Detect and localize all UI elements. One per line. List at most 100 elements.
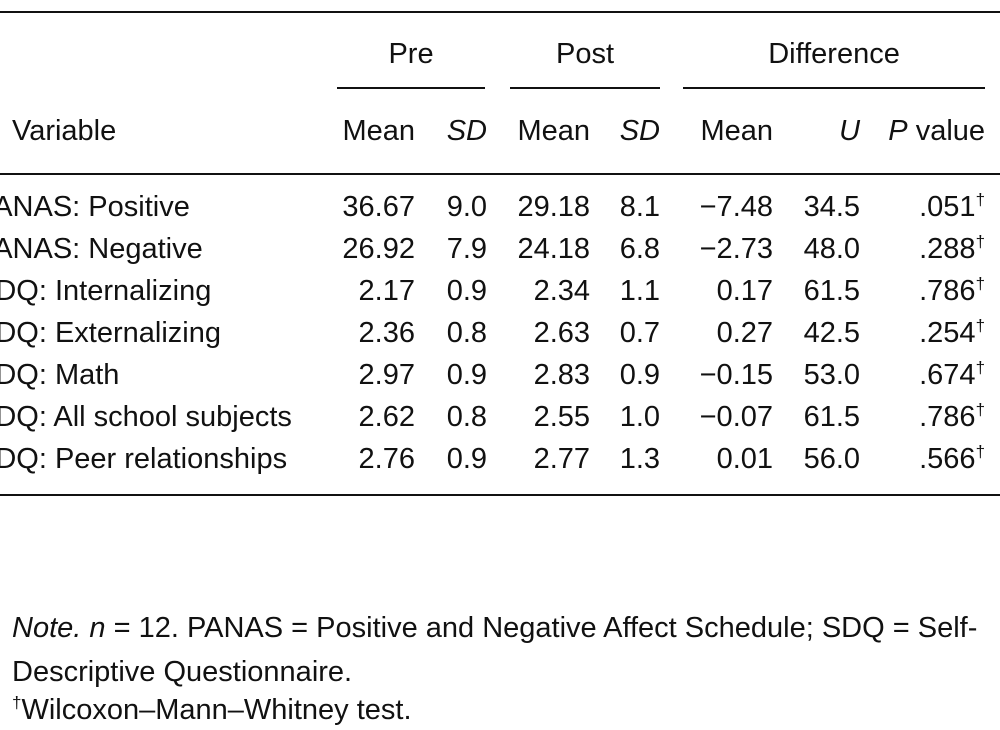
row-label: SDQ: Math (0, 359, 120, 391)
cell: 0.9 (446, 443, 488, 475)
footnote-mark: † (12, 693, 22, 712)
column-header: Variable (0, 89, 330, 175)
cell: 2.34 (533, 275, 591, 307)
cell: 1.0 (619, 401, 661, 433)
cell: −0.07 (699, 401, 774, 433)
p-mark: † (975, 274, 986, 293)
cell: 2.83 (533, 359, 591, 391)
table-body: PANAS: Positive 36.67 9.0 29.18 8.1 −7.48 34.5… (0, 174, 1000, 495)
p-value: .786 (919, 401, 976, 433)
cell: 0.9 (619, 359, 661, 391)
p-value: .254 (919, 317, 976, 349)
column-header: SD (415, 89, 488, 175)
p-mark: † (975, 190, 986, 209)
cell: 42.5 (803, 317, 861, 349)
p-value-cell: .288† (860, 228, 1000, 270)
group-header-row: Pre Post Difference (0, 12, 1000, 89)
table-note: Note. n = 12. PANAS = Positive and Negat… (12, 606, 987, 694)
column-header: SD (590, 89, 661, 175)
cell: 0.9 (446, 359, 488, 391)
cell: 36.67 (342, 191, 415, 223)
cell: 53.0 (803, 359, 861, 391)
row-label: PANAS: Positive (0, 191, 190, 223)
footnote: †Wilcoxon–Mann–Whitney test. (12, 690, 412, 730)
row-label: SDQ: All school subjects (0, 401, 292, 433)
cell: 48.0 (803, 233, 861, 265)
note-text: = 12. PANAS = Positive and Negative Affe… (12, 612, 978, 688)
table: Pre Post Difference Variable Mean SD Mean S… (0, 11, 1000, 496)
p-value-cell: .786† (860, 396, 1000, 438)
table-row: SDQ: All school subjects 2.62 0.8 2.55 1.0 −0… (0, 396, 1000, 438)
cell: 2.77 (533, 443, 591, 475)
cell: 0.01 (716, 443, 774, 475)
header-text: Mean (517, 114, 591, 147)
p-mark: † (975, 316, 986, 335)
p-mark: † (975, 358, 986, 377)
p-value-cell: .786† (860, 270, 1000, 312)
table-row: SDQ: Internalizing 2.17 0.9 2.34 1.1 0.17 61.5… (0, 270, 1000, 312)
header-text: Mean (342, 114, 415, 147)
group-header: Post (510, 38, 661, 89)
table-row: SDQ: Peer relationships 2.76 0.9 2.77 1.3 0.0… (0, 438, 1000, 495)
header-text: U (839, 114, 861, 147)
cell: 0.17 (716, 275, 774, 307)
cell: 2.62 (358, 401, 415, 433)
cell: 8.1 (619, 191, 661, 223)
p-mark: † (975, 442, 986, 461)
group-header: Difference (683, 38, 986, 89)
p-mark: † (975, 232, 986, 251)
cell: 61.5 (803, 401, 861, 433)
footnote-text: Wilcoxon–Mann–Whitney test. (21, 694, 412, 726)
cell: 0.9 (446, 275, 488, 307)
p-value: .051 (919, 191, 976, 223)
p-value: .566 (919, 443, 976, 475)
note-label: Note. (12, 612, 82, 644)
header-text: SD (446, 114, 488, 147)
cell: −7.48 (699, 191, 774, 223)
cell: 2.63 (533, 317, 591, 349)
cell: 2.97 (358, 359, 415, 391)
cell: 1.1 (619, 275, 661, 307)
table-row: SDQ: Externalizing 2.36 0.8 2.63 0.7 0.27 42.5… (0, 312, 1000, 354)
p-value-cell: .674† (860, 354, 1000, 396)
cell: 7.9 (446, 233, 488, 265)
cell: 0.27 (716, 317, 774, 349)
cell: 24.18 (517, 233, 591, 265)
p-value: .674 (919, 359, 976, 391)
p-value-cell: .254† (860, 312, 1000, 354)
row-label: SDQ: Internalizing (0, 275, 212, 307)
row-label: PANAS: Negative (0, 233, 203, 265)
cell: 9.0 (446, 191, 488, 223)
row-label: SDQ: Peer relationships (0, 443, 288, 475)
row-label: SDQ: Externalizing (0, 317, 221, 349)
cell: 2.17 (358, 275, 415, 307)
note-n: n (89, 612, 106, 644)
column-header: Mean (487, 89, 591, 175)
cell: 2.36 (358, 317, 415, 349)
header-text: SD (619, 114, 661, 147)
cell: 2.55 (533, 401, 591, 433)
cell: 56.0 (803, 443, 861, 475)
cell: 1.3 (619, 443, 661, 475)
header-text: P (888, 114, 908, 147)
cell: 26.92 (342, 233, 415, 265)
p-value: .288 (919, 233, 976, 265)
cell: 61.5 (803, 275, 861, 307)
table-row: PANAS: Positive 36.67 9.0 29.18 8.1 −7.48 34.5… (0, 174, 1000, 228)
p-value: .786 (919, 275, 976, 307)
column-header: Mean (330, 89, 415, 175)
column-header: P value (860, 89, 1000, 175)
column-header-row: Variable Mean SD Mean SD Mean U P value (0, 89, 1000, 175)
cell: 34.5 (803, 191, 861, 223)
cell: −2.73 (699, 233, 774, 265)
header-text: Mean (700, 114, 774, 147)
cell: 6.8 (619, 233, 661, 265)
header-text: value (915, 114, 986, 147)
cell: 0.8 (446, 401, 488, 433)
cell: 2.76 (358, 443, 415, 475)
cell: −0.15 (699, 359, 774, 391)
p-value-cell: .566† (860, 438, 1000, 495)
cell: 29.18 (517, 191, 591, 223)
